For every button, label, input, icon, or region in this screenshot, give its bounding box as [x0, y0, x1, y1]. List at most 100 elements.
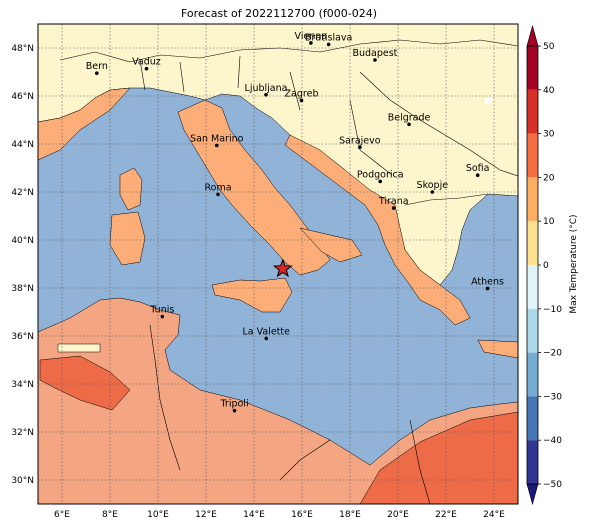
lat-tick-label: 36°N	[11, 332, 34, 342]
lat-tick-label: 42°N	[11, 188, 34, 198]
colorbar-tick-label: −20	[543, 349, 562, 359]
lon-tick-labels: 6°E 8°E 10°E 12°E 14°E 16°E 18°E 20°E 22°E 24°E	[54, 510, 505, 520]
city-label: Budapest	[352, 48, 397, 59]
colorbar: 50 40 30 20 10 0 −10 −20 −30 −40 −50	[526, 24, 562, 506]
colorbar-tick-label: −50	[543, 480, 562, 490]
colorbar-tick-label: −40	[543, 436, 562, 446]
colorbar-segment	[527, 265, 538, 309]
gridlines	[38, 24, 518, 504]
lon-tick-label: 16°E	[291, 510, 313, 520]
lat-tick-label: 46°N	[11, 92, 34, 102]
lon-tick-label: 8°E	[102, 510, 118, 520]
city-label: San Marino	[190, 133, 243, 144]
lat-tick-label: 44°N	[11, 140, 34, 150]
city-label: Belgrade	[388, 112, 431, 123]
land-corsica	[119, 167, 143, 211]
city-label: Zagreb	[285, 89, 319, 100]
city-dot	[144, 66, 149, 71]
lon-tick-label: 20°E	[387, 510, 409, 520]
colorbar-segment	[527, 89, 538, 134]
colorbar-tick-label: −30	[543, 392, 562, 402]
city-label: Ljubljana	[245, 83, 288, 94]
colorbar-segment	[527, 396, 538, 441]
map-area	[38, 24, 518, 504]
lat-tick-labels: 48°N 46°N 44°N 42°N 40°N 38°N 36°N 34°N 32°N 30°N	[11, 44, 34, 486]
city-dot	[232, 408, 237, 413]
colorbar-tick-label: 50	[543, 42, 555, 52]
lat-tick-label: 32°N	[11, 428, 34, 438]
lon-tick-label: 14°E	[243, 510, 265, 520]
land-africa-hot-east	[359, 411, 518, 504]
event-star-marker	[272, 258, 293, 278]
city-dot	[485, 286, 490, 291]
city-dot	[358, 145, 362, 150]
colorbar-segment	[527, 221, 538, 265]
city-dot	[391, 206, 396, 210]
city-label: Tunis	[149, 305, 174, 316]
city-dot	[407, 122, 411, 127]
lat-tick-label: 34°N	[11, 380, 34, 390]
city-label: Skopje	[417, 180, 449, 191]
colorbar-segment	[527, 46, 538, 90]
map-frame	[37, 23, 519, 505]
colorbar-tick-label: −10	[543, 305, 562, 315]
colorbar-tick-label: 40	[543, 86, 555, 96]
city-dot	[373, 58, 377, 62]
colorbar-min-arrow	[526, 483, 539, 506]
land-italy-heel	[299, 227, 363, 263]
city-dot	[160, 314, 165, 319]
colorbar-label: Max Temperature (°C)	[569, 214, 579, 313]
city-label: Tripoli	[220, 399, 249, 410]
lon-tick-label: 10°E	[147, 510, 169, 520]
city-label: Podgorica	[357, 169, 404, 180]
city-dot	[475, 173, 480, 177]
colorbar-tick-label: 30	[543, 130, 555, 140]
city-dot	[430, 190, 435, 194]
colorbar-tick-label: 10	[543, 217, 555, 227]
colorbar-segment	[527, 440, 538, 484]
city-label: Tirana	[378, 196, 409, 207]
city-label: Bern	[86, 61, 108, 72]
city-label: Vaduz	[132, 57, 161, 68]
city-label: La Valette	[242, 326, 290, 337]
land-west-warm	[38, 87, 131, 161]
city-dot	[95, 71, 99, 75]
lat-tick-label: 30°N	[11, 476, 34, 486]
colorbar-max-arrow	[526, 24, 539, 47]
city-label: Roma	[204, 182, 231, 193]
lat-tick-label: 48°N	[11, 44, 34, 54]
city-dot	[264, 336, 269, 341]
colorbar-tick-label: 0	[543, 261, 549, 271]
city-dot	[216, 192, 220, 197]
land-italy	[177, 99, 331, 276]
colorbar-segment	[527, 352, 538, 397]
land-aegean-islands	[477, 339, 518, 359]
land-sicily	[211, 277, 293, 313]
map-title: Forecast of 2022112700 (f000-024)	[181, 7, 377, 20]
city-label: Athens	[471, 276, 504, 287]
land-balkans-coast	[284, 134, 471, 326]
land-africa-hot-west	[39, 355, 131, 411]
city-dot	[326, 42, 331, 47]
lon-tick-label: 22°E	[435, 510, 457, 520]
lat-tick-label: 40°N	[11, 236, 34, 246]
colorbar-tick-label: 20	[543, 173, 555, 183]
colorbar-segment	[527, 177, 538, 222]
lat-tick-label: 38°N	[11, 284, 34, 294]
city-label: Sofia	[466, 163, 490, 174]
city-dot	[264, 93, 268, 97]
lon-tick-label: 6°E	[54, 510, 70, 520]
snow-patch-bosnia	[485, 98, 492, 104]
city-dot	[215, 143, 219, 148]
lon-tick-label: 18°E	[339, 510, 361, 520]
colorbar-segment	[527, 133, 538, 178]
land-africa-cold-strip	[57, 343, 101, 353]
lon-tick-label: 12°E	[195, 510, 217, 520]
lon-tick-label: 24°E	[483, 510, 505, 520]
city-label: Bratislava	[305, 32, 352, 43]
city-label: Vienna	[295, 31, 328, 42]
colorbar-segment	[527, 308, 538, 353]
city-dot	[309, 41, 313, 45]
